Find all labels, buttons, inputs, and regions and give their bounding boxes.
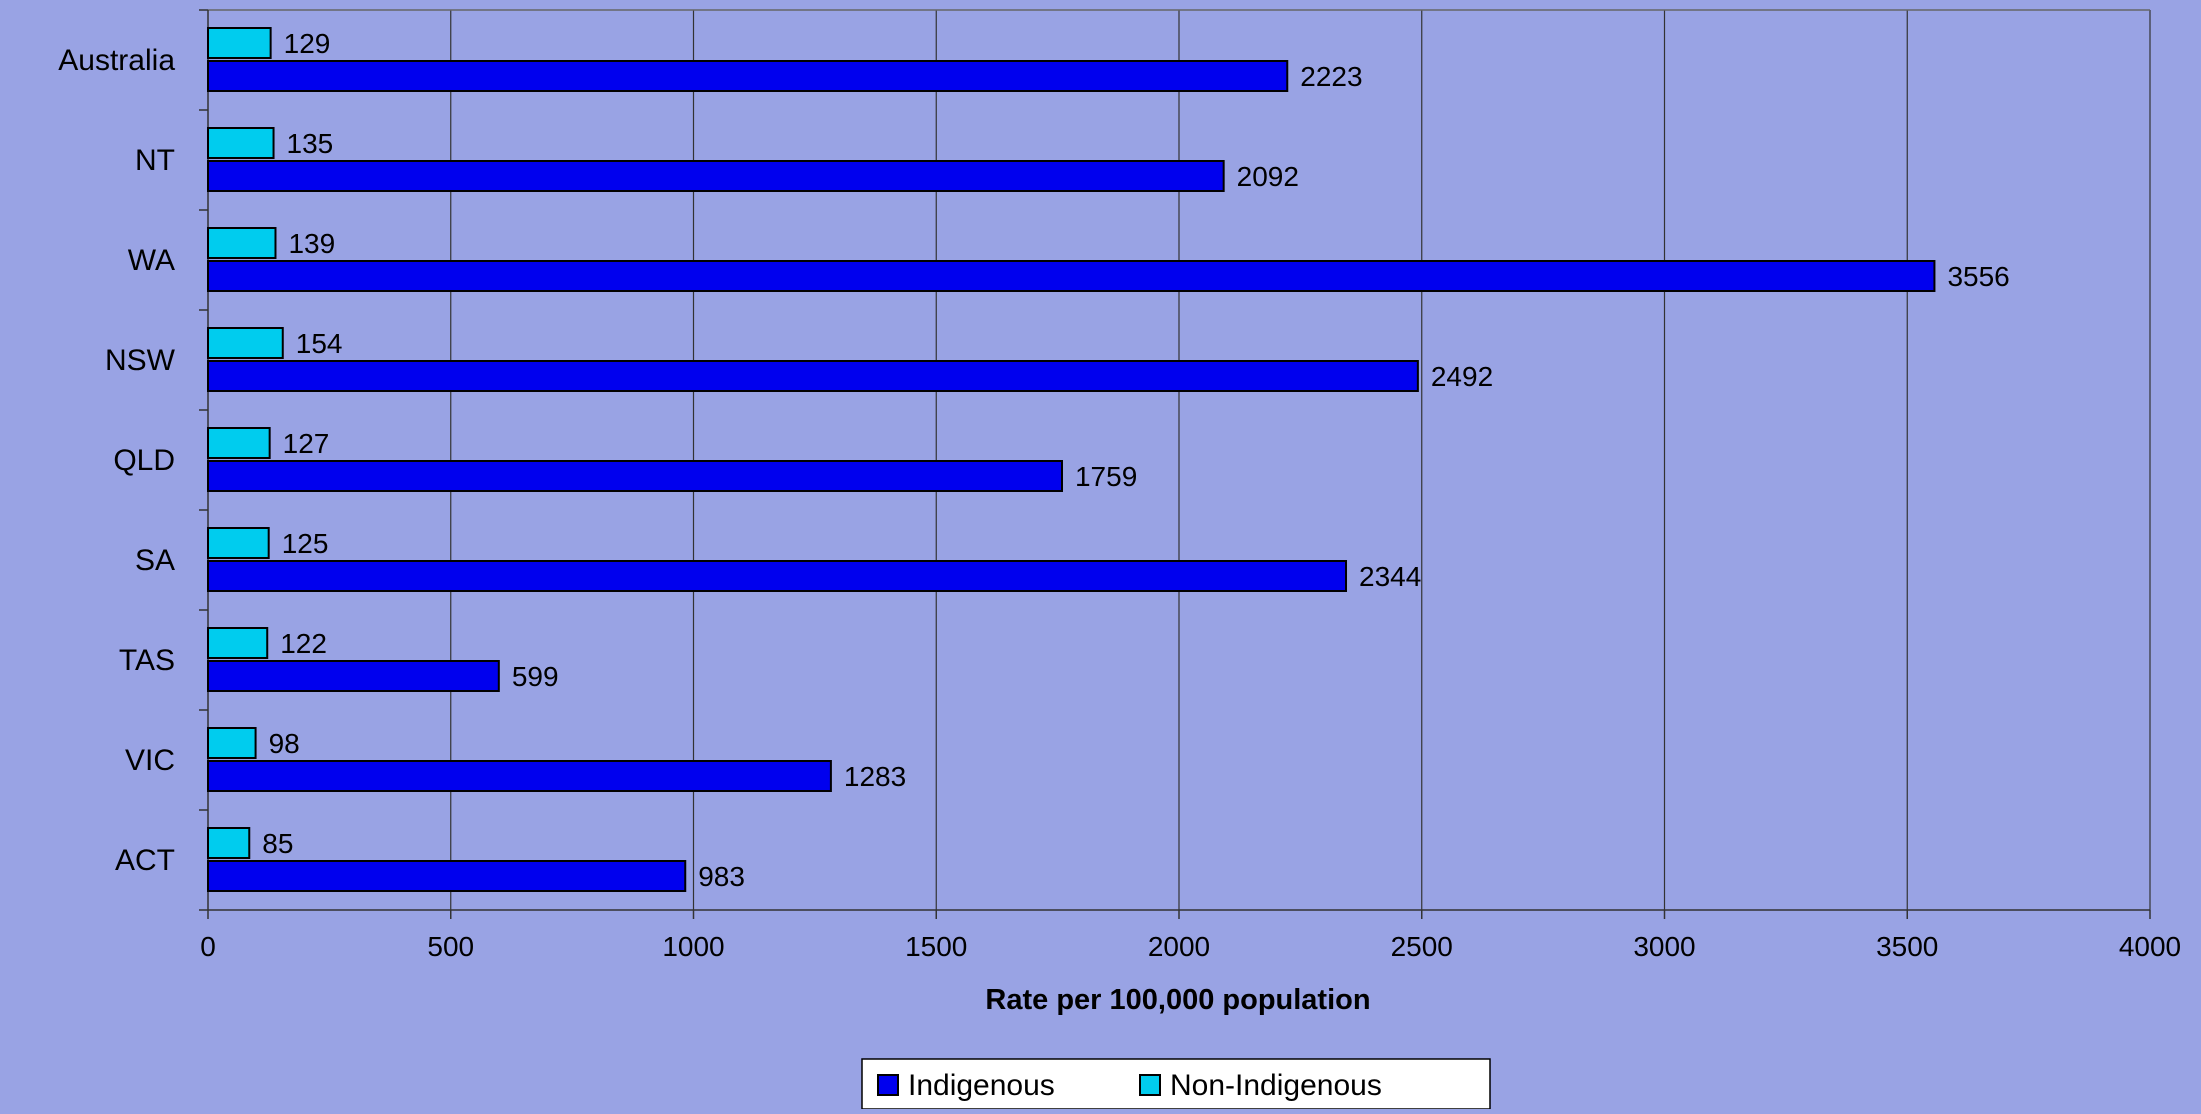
bar-indigenous — [207, 860, 687, 892]
bar-non-indigenous — [207, 227, 277, 259]
data-label-non-indigenous: 135 — [287, 128, 334, 159]
data-label-indigenous: 3556 — [1947, 261, 2009, 292]
bar-indigenous — [207, 360, 1419, 392]
data-label-indigenous: 2223 — [1300, 61, 1362, 92]
legend-label: Non-Indigenous — [1170, 1069, 1382, 1102]
data-label-non-indigenous: 122 — [280, 628, 327, 659]
y-category-label: VIC — [125, 744, 175, 777]
data-label-indigenous: 599 — [512, 661, 559, 692]
bar-indigenous — [207, 560, 1348, 592]
x-tick-label: 3000 — [1633, 931, 1695, 962]
bar-non-indigenous — [207, 127, 275, 159]
y-category-label: SA — [135, 544, 175, 577]
x-tick-label: 1000 — [662, 931, 724, 962]
y-category-label: QLD — [113, 444, 175, 477]
data-label-indigenous: 2092 — [1237, 161, 1299, 192]
data-label-non-indigenous: 125 — [282, 528, 329, 559]
data-label-indigenous: 983 — [698, 861, 745, 892]
data-label-non-indigenous: 85 — [262, 828, 293, 859]
x-axis-title: Rate per 100,000 population — [985, 984, 1370, 1016]
bar-indigenous — [207, 60, 1289, 92]
legend-label: Indigenous — [908, 1069, 1055, 1102]
data-label-indigenous: 1759 — [1075, 461, 1137, 492]
data-label-indigenous: 2344 — [1359, 561, 1421, 592]
bar-non-indigenous — [207, 527, 270, 559]
data-label-indigenous: 2492 — [1431, 361, 1493, 392]
bar-non-indigenous — [207, 27, 272, 59]
x-tick-label: 4000 — [2119, 931, 2181, 962]
data-label-indigenous: 1283 — [844, 761, 906, 792]
bar-indigenous — [207, 160, 1225, 192]
y-category-label: NT — [135, 144, 175, 177]
y-category-label: Australia — [58, 44, 175, 77]
data-labels: 129 2223 135 2092 139 3556 154 2492 127 1759 125 23… — [262, 28, 2009, 892]
y-category-label: WA — [128, 244, 175, 277]
bars — [207, 27, 1936, 892]
bar-non-indigenous — [207, 427, 271, 459]
legend-swatch — [877, 1074, 899, 1096]
axes: 0 500 1000 1500 2000 2500 3000 3500 4000 Australi… — [58, 9, 2181, 962]
x-tick-label: 2000 — [1148, 931, 1210, 962]
bar-non-indigenous — [207, 827, 251, 859]
x-tick-label: 500 — [427, 931, 474, 962]
x-tick-label: 0 — [200, 931, 216, 962]
data-label-non-indigenous: 127 — [283, 428, 330, 459]
x-tick-label: 3500 — [1876, 931, 1938, 962]
bar-indigenous — [207, 260, 1936, 292]
x-tick-label: 1500 — [905, 931, 967, 962]
legend: Indigenous Non-Indigenous — [861, 1058, 1491, 1110]
bar-indigenous — [207, 460, 1063, 492]
bar-indigenous — [207, 660, 500, 692]
bar-non-indigenous — [207, 327, 284, 359]
data-label-non-indigenous: 139 — [288, 228, 335, 259]
y-category-label: ACT — [115, 844, 175, 877]
bar-non-indigenous — [207, 627, 269, 659]
legend-swatch — [1139, 1074, 1161, 1096]
x-tick-label: 2500 — [1391, 931, 1453, 962]
bar-indigenous — [207, 760, 832, 792]
data-label-non-indigenous: 98 — [269, 728, 300, 759]
bar-non-indigenous — [207, 727, 257, 759]
y-category-label: TAS — [119, 644, 175, 677]
y-category-label: NSW — [105, 344, 176, 377]
data-label-non-indigenous: 129 — [284, 28, 331, 59]
data-label-non-indigenous: 154 — [296, 328, 343, 359]
